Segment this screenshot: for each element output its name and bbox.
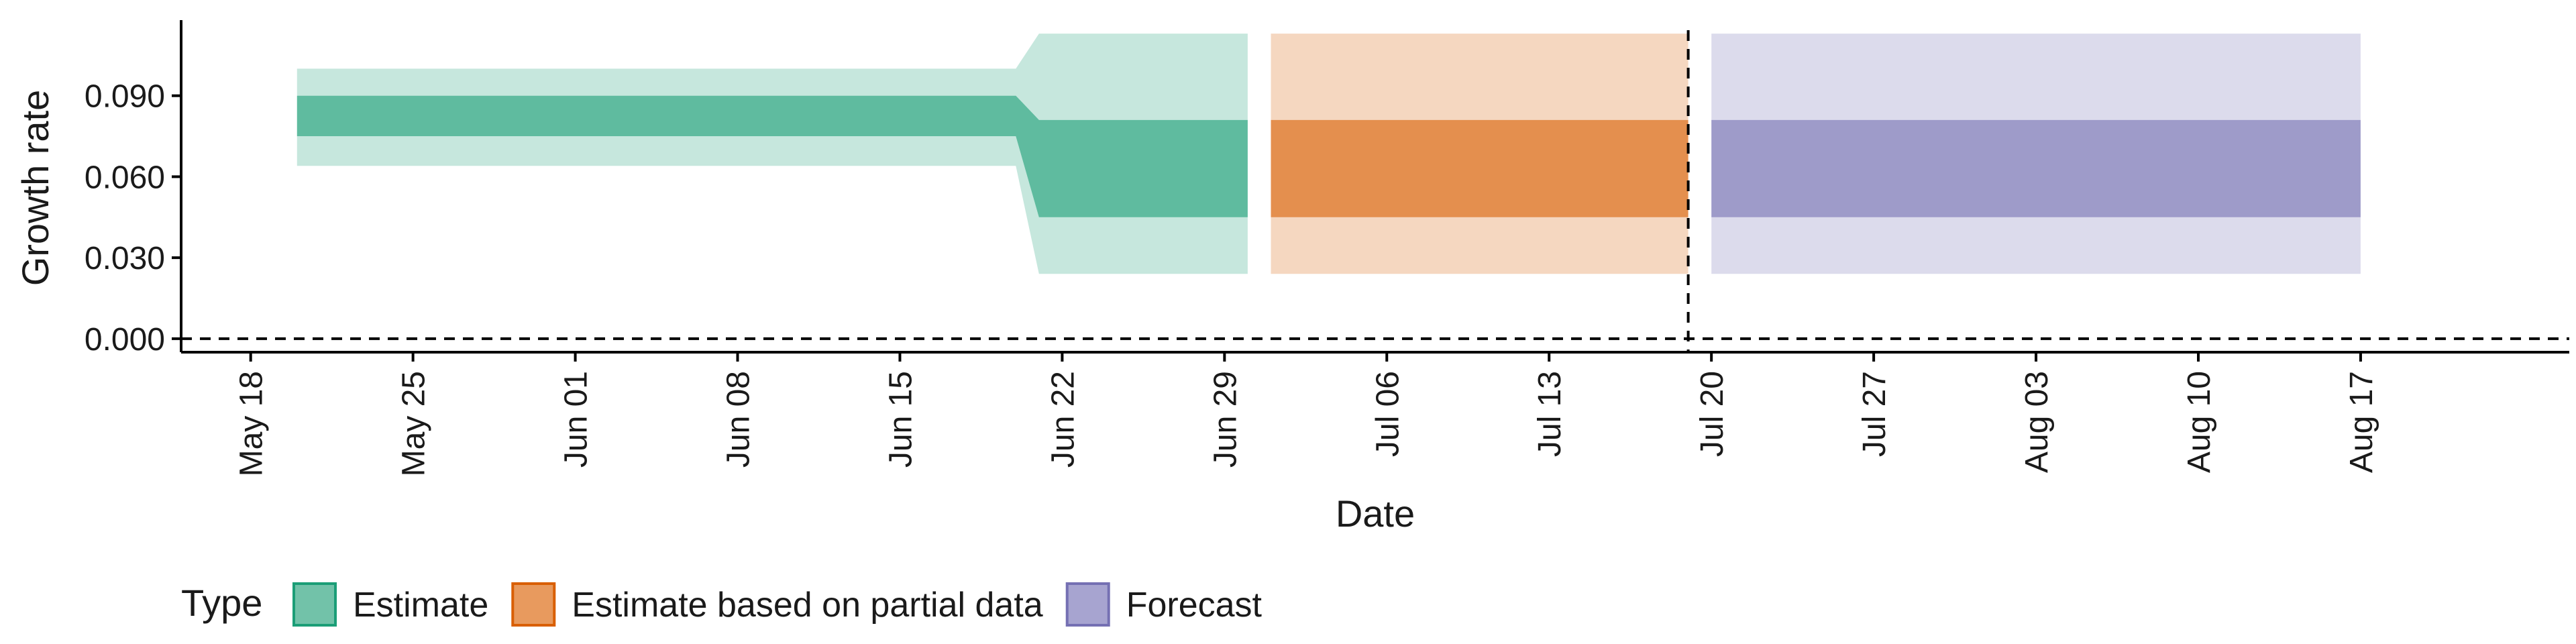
x-tick-label: Aug 10 xyxy=(2182,371,2217,473)
x-tick-label: Jun 29 xyxy=(1208,371,1243,468)
reference-lines xyxy=(181,30,2569,352)
y-tick-label: 0.060 xyxy=(85,160,165,195)
y-tick-label: 0.000 xyxy=(85,322,165,358)
legend-key-estimate xyxy=(292,582,337,627)
axes xyxy=(180,20,2569,354)
x-tick-label: Aug 03 xyxy=(2019,371,2055,473)
x-tick-label: Jun 01 xyxy=(559,371,594,468)
x-axis-title: Date xyxy=(1336,492,1415,535)
y-tick-label: 0.030 xyxy=(85,241,165,276)
x-tick-label: Jul 06 xyxy=(1370,371,1405,457)
legend-label-estimate-based-on-partial-data: Estimate based on partial data xyxy=(572,586,1043,625)
x-tick-label: Jul 27 xyxy=(1857,371,1892,457)
x-tick-label: Jul 20 xyxy=(1695,371,1730,457)
estimate-inner-band xyxy=(297,95,1248,217)
legend-label-forecast: Forecast xyxy=(1126,586,1263,625)
x-tick-label: Jun 08 xyxy=(721,371,757,468)
legend-title: Type xyxy=(181,582,262,624)
y-axis-ticks: 0.000 0.030 0.060 0.090 xyxy=(85,79,181,358)
legend-key-estimate-based-on-partial-data xyxy=(511,582,556,627)
y-tick-label: 0.090 xyxy=(85,79,165,115)
x-tick-label: May 25 xyxy=(396,371,432,476)
x-axis-ticks: May 18 May 25 Jun 01 Jun 08 Jun 15 Jun 22 Jun … xyxy=(234,352,2379,476)
legend-label-estimate: Estimate xyxy=(353,586,488,625)
estimate-outer-band xyxy=(297,34,1248,274)
legend: Type Estimate Estimate based on partial d… xyxy=(181,582,1263,627)
estimate-based-on-partial-data-inner-band xyxy=(1271,119,1688,217)
plot-bands xyxy=(297,34,2361,274)
x-tick-label: Jun 15 xyxy=(883,371,919,468)
y-axis-title: Growth rate xyxy=(14,90,56,286)
forecast-inner-band xyxy=(1711,119,2361,217)
x-tick-label: Jun 22 xyxy=(1045,371,1081,468)
x-tick-label: May 18 xyxy=(234,371,270,476)
x-tick-label: Aug 17 xyxy=(2344,371,2379,473)
legend-key-forecast xyxy=(1065,582,1110,627)
x-tick-label: Jul 13 xyxy=(1532,371,1568,457)
